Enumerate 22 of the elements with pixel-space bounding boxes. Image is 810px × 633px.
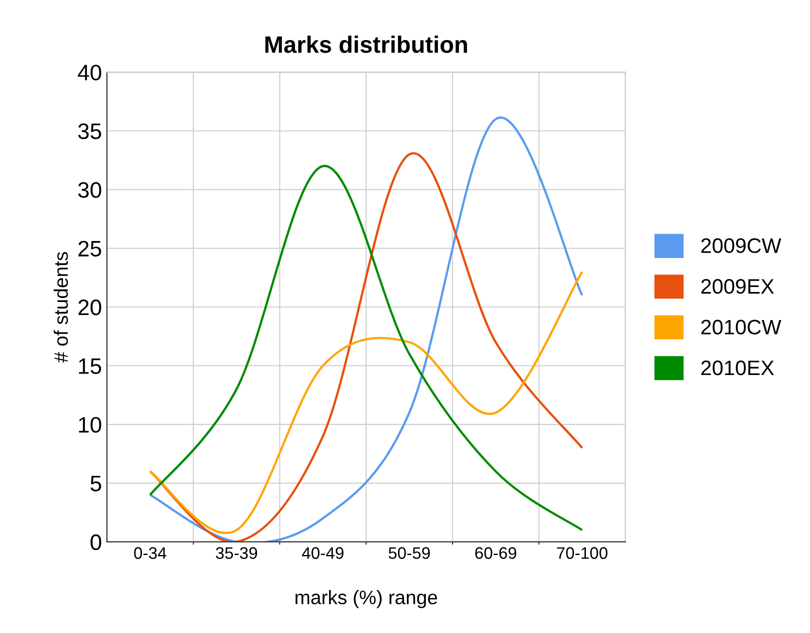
- legend-label: 2009EX: [701, 279, 774, 294]
- y-axis-title: # of students: [54, 252, 68, 363]
- x-tick-label: 60-69: [475, 547, 516, 559]
- y-tick-label: 35: [78, 123, 102, 140]
- y-tick-label: 40: [78, 64, 102, 80]
- y-tick-label: 15: [79, 358, 102, 374]
- y-tick-label: 5: [90, 476, 102, 492]
- legend-label: 2010CW: [701, 320, 782, 334]
- x-axis-title: marks (%) range: [296, 590, 438, 608]
- y-tick-label: 10: [79, 416, 102, 433]
- y-tick-label: 25: [78, 240, 102, 257]
- y-tick-label: 0: [90, 534, 102, 550]
- x-tick-label: 50-59: [388, 547, 430, 559]
- x-tick-label: 70-100: [557, 547, 608, 559]
- x-tick-label: 35-39: [216, 547, 258, 559]
- y-tick-label: 20: [78, 300, 102, 316]
- legend-label: 2010EX: [701, 360, 774, 376]
- x-tick-label: 0-34: [134, 547, 166, 559]
- x-tick-label: 40-49: [302, 547, 344, 559]
- y-tick-label: 30: [78, 182, 102, 198]
- legend-label: 2009CW: [701, 238, 782, 254]
- chart-title: Marks distribution: [265, 36, 467, 53]
